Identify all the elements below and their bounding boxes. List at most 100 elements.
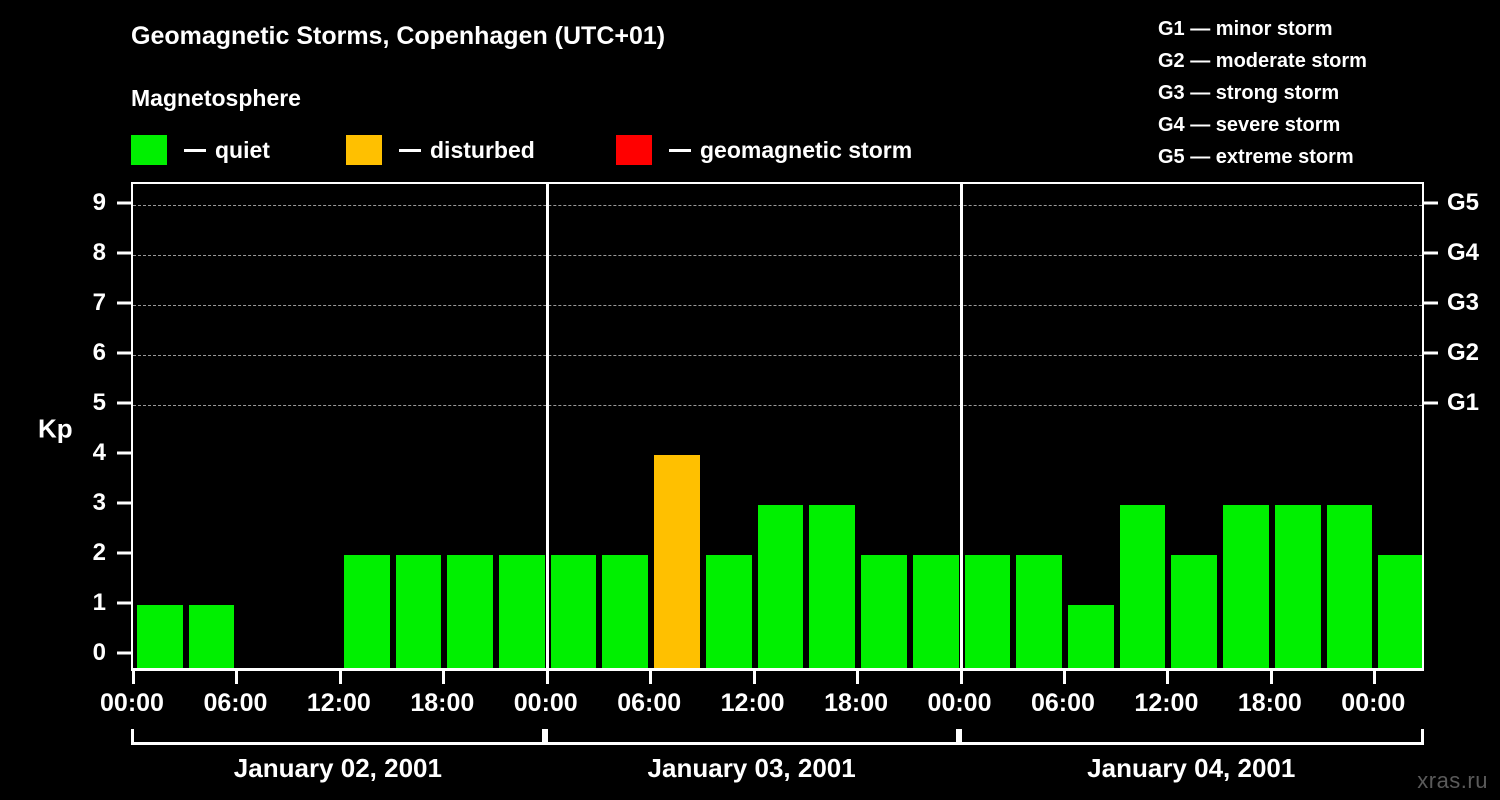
date-cap-3-1 xyxy=(1421,729,1424,745)
bar xyxy=(861,555,907,670)
x-tick-mark-9 xyxy=(1062,671,1066,684)
legend-dash-icon xyxy=(184,148,206,152)
date-cap-1-0 xyxy=(131,729,134,745)
x-axis-baseline xyxy=(131,668,1424,671)
plot-inner xyxy=(133,184,1422,670)
x-tick-label-8: 00:00 xyxy=(927,689,992,717)
legend-label-quiet: quiet xyxy=(215,136,270,163)
y-tick-label-9: 9 xyxy=(92,189,106,216)
g-tick-label-G2: G2 xyxy=(1447,339,1480,366)
legend-swatch-disturbed xyxy=(346,135,382,165)
date-label-1: January 02, 2001 xyxy=(233,753,442,783)
date-cap-3-0 xyxy=(958,729,962,745)
x-tick-mark-4 xyxy=(545,671,549,684)
y-tick-label-0: 0 xyxy=(92,639,106,666)
chart-subtitle: Magnetosphere xyxy=(131,85,301,111)
x-tick-label-10: 12:00 xyxy=(1134,689,1199,717)
bar xyxy=(654,455,700,670)
y-tick-label-3: 3 xyxy=(92,489,106,516)
legend-swatch-quiet xyxy=(131,135,167,165)
x-tick-label-1: 06:00 xyxy=(203,689,268,717)
x-tick-label-9: 06:00 xyxy=(1030,689,1095,717)
x-tick-label-6: 12:00 xyxy=(720,689,785,717)
x-tick-mark-8 xyxy=(959,671,963,684)
legend-label-disturbed: disturbed xyxy=(430,136,535,163)
gridline-kp-5 xyxy=(133,405,1422,406)
y-tick-mark-0 xyxy=(117,651,131,655)
bar xyxy=(1119,505,1166,670)
legend-item-geomagnetic-storm: geomagnetic storm xyxy=(616,133,912,167)
x-tick-label-0: 00:00 xyxy=(100,689,164,717)
g-tick-label-G4: G4 xyxy=(1447,239,1480,266)
bar xyxy=(395,555,442,670)
bar xyxy=(1016,555,1062,670)
y-tick-label-6: 6 xyxy=(92,339,106,366)
bar xyxy=(550,555,597,670)
g-scale-legend: G1 — minor storm G2 — moderate storm G3 — … xyxy=(1136,13,1486,173)
y-axis-label: Kp xyxy=(38,413,73,444)
g-scale-row-4: G4 — severe storm xyxy=(1158,114,1341,136)
gridline-kp-8 xyxy=(133,255,1422,256)
gridline-kp-7 xyxy=(133,305,1422,306)
g-scale-row-5: G5 — extreme storm xyxy=(1158,146,1354,168)
x-tick-mark-2 xyxy=(338,671,342,684)
bar xyxy=(343,555,390,670)
g-tick-label-G1: G1 xyxy=(1447,389,1480,416)
bar xyxy=(1274,505,1321,670)
g-tick-mark-G1 xyxy=(1424,401,1438,405)
g-tick-mark-G3 xyxy=(1424,301,1438,305)
x-tick-label-3: 18:00 xyxy=(410,689,475,717)
y-tick-mark-6 xyxy=(117,351,131,355)
x-tick-mark-7 xyxy=(856,671,860,684)
x-tick-label-12: 00:00 xyxy=(1341,689,1406,717)
gridline-kp-6 xyxy=(133,355,1422,356)
legend-item-disturbed: disturbed xyxy=(346,133,535,167)
y-tick-mark-1 xyxy=(117,601,131,605)
x-tick-label-2: 12:00 xyxy=(306,689,371,717)
bar xyxy=(1378,555,1422,670)
x-tick-mark-11 xyxy=(1269,671,1273,684)
bar xyxy=(912,555,959,670)
date-rule-3 xyxy=(958,742,1424,745)
day-separator-1 xyxy=(545,184,549,670)
y-tick-label-2: 2 xyxy=(92,539,106,566)
y-tick-mark-5 xyxy=(117,401,131,405)
y-tick-mark-7 xyxy=(117,301,131,305)
x-tick-mark-1 xyxy=(235,671,239,684)
g-tick-label-G3: G3 xyxy=(1447,289,1480,316)
legend-label-geomagnetic-storm: geomagnetic storm xyxy=(700,136,913,163)
bar xyxy=(499,555,545,670)
x-tick-label-7: 18:00 xyxy=(824,689,889,717)
y-tick-label-7: 7 xyxy=(92,289,106,316)
page-title: Geomagnetic Storms, Copenhagen (UTC+01) xyxy=(131,22,666,50)
day-separator-2 xyxy=(959,184,963,670)
bar xyxy=(705,555,752,670)
g-scale-row-3: G3 — strong storm xyxy=(1158,82,1340,104)
x-tick-label-5: 06:00 xyxy=(617,689,682,717)
x-tick-mark-5 xyxy=(649,671,653,684)
legend-dash-icon xyxy=(669,148,691,152)
bar xyxy=(964,555,1011,670)
y-tick-mark-2 xyxy=(117,551,131,555)
bar xyxy=(757,505,804,670)
date-cap-2-1 xyxy=(955,729,959,745)
bar xyxy=(809,505,856,670)
x-tick-mark-6 xyxy=(752,671,756,684)
x-tick-mark-0 xyxy=(132,671,135,684)
y-tick-label-4: 4 xyxy=(92,439,106,466)
g-scale-row-1: G1 — minor storm xyxy=(1158,18,1333,40)
x-tick-mark-3 xyxy=(442,671,446,684)
bar xyxy=(1326,505,1373,670)
g-tick-label-G5: G5 xyxy=(1447,189,1480,216)
date-label-2: January 03, 2001 xyxy=(647,753,856,783)
date-cap-1-1 xyxy=(541,729,545,745)
bar xyxy=(1067,605,1114,670)
x-tick-mark-12 xyxy=(1373,671,1377,684)
y-tick-label-8: 8 xyxy=(92,239,106,266)
date-rule-1 xyxy=(131,742,545,745)
gridline-kp-9 xyxy=(133,205,1422,206)
watermark: xras.ru xyxy=(1417,768,1488,793)
g-tick-mark-G5 xyxy=(1424,201,1438,205)
bar xyxy=(1223,505,1269,670)
